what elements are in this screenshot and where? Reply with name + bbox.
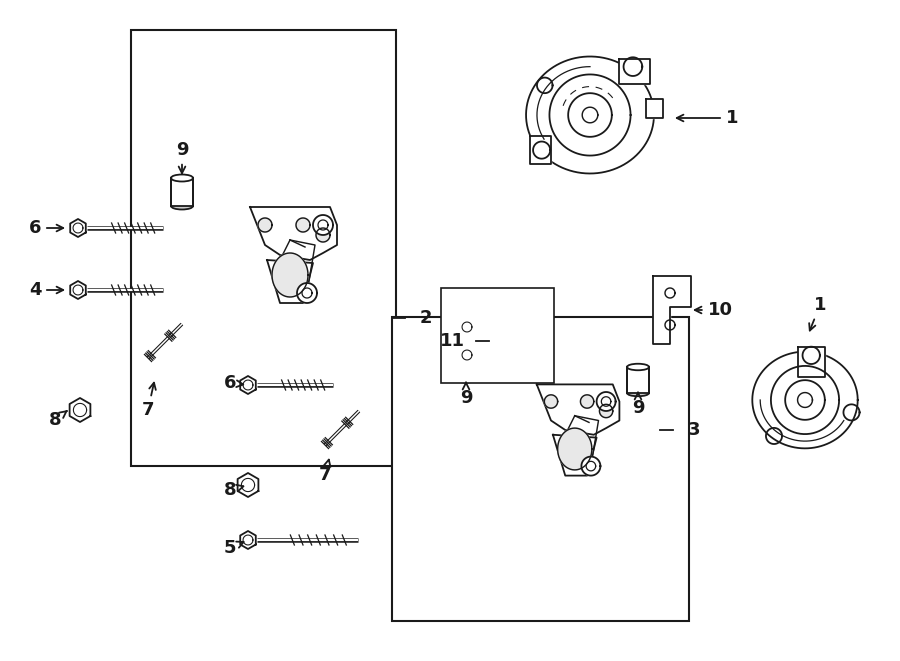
Ellipse shape	[627, 390, 649, 396]
Polygon shape	[459, 346, 475, 364]
Polygon shape	[297, 283, 317, 303]
Polygon shape	[581, 457, 600, 476]
Polygon shape	[250, 207, 337, 260]
Ellipse shape	[171, 175, 193, 182]
Polygon shape	[272, 253, 308, 297]
Ellipse shape	[171, 202, 193, 210]
Polygon shape	[597, 392, 616, 411]
Polygon shape	[599, 405, 613, 418]
Polygon shape	[296, 218, 310, 232]
Text: 1: 1	[677, 109, 738, 127]
Bar	[627, 367, 649, 393]
Text: 9: 9	[176, 141, 188, 173]
Polygon shape	[238, 473, 258, 497]
Text: 7: 7	[142, 383, 156, 419]
Bar	[171, 178, 193, 206]
Polygon shape	[536, 385, 619, 435]
Polygon shape	[646, 99, 663, 118]
Polygon shape	[771, 366, 839, 434]
Polygon shape	[530, 136, 551, 164]
Text: 9: 9	[460, 383, 473, 407]
Polygon shape	[459, 318, 475, 336]
Polygon shape	[70, 219, 86, 237]
Bar	[455, 351, 477, 379]
Bar	[392, 317, 688, 621]
Polygon shape	[240, 531, 256, 549]
Text: 11: 11	[440, 332, 465, 350]
Text: 3: 3	[688, 421, 700, 439]
Polygon shape	[313, 215, 333, 235]
Ellipse shape	[627, 364, 649, 370]
Polygon shape	[316, 228, 330, 242]
Text: 5: 5	[224, 539, 244, 557]
Polygon shape	[652, 276, 691, 344]
Text: 8: 8	[49, 411, 67, 429]
Polygon shape	[267, 260, 313, 303]
Bar	[441, 288, 554, 383]
Polygon shape	[526, 56, 654, 173]
Ellipse shape	[455, 348, 477, 354]
Polygon shape	[258, 218, 272, 232]
Text: 6: 6	[224, 374, 243, 392]
Polygon shape	[580, 395, 594, 408]
Polygon shape	[752, 352, 858, 448]
Text: 10: 10	[695, 301, 733, 319]
Polygon shape	[240, 376, 256, 394]
Text: 6: 6	[29, 219, 63, 237]
Polygon shape	[558, 428, 592, 470]
Polygon shape	[544, 395, 558, 408]
Polygon shape	[69, 398, 90, 422]
Polygon shape	[553, 435, 597, 476]
Text: 7: 7	[319, 459, 331, 484]
Polygon shape	[797, 346, 824, 377]
Polygon shape	[70, 281, 86, 299]
Text: 2: 2	[420, 309, 433, 327]
Bar	[130, 30, 396, 466]
Text: 4: 4	[29, 281, 63, 299]
Text: 8: 8	[224, 481, 243, 499]
Text: 1: 1	[809, 296, 826, 330]
Text: 9: 9	[632, 393, 644, 417]
Ellipse shape	[455, 375, 477, 383]
Polygon shape	[619, 59, 650, 84]
Polygon shape	[549, 75, 631, 155]
